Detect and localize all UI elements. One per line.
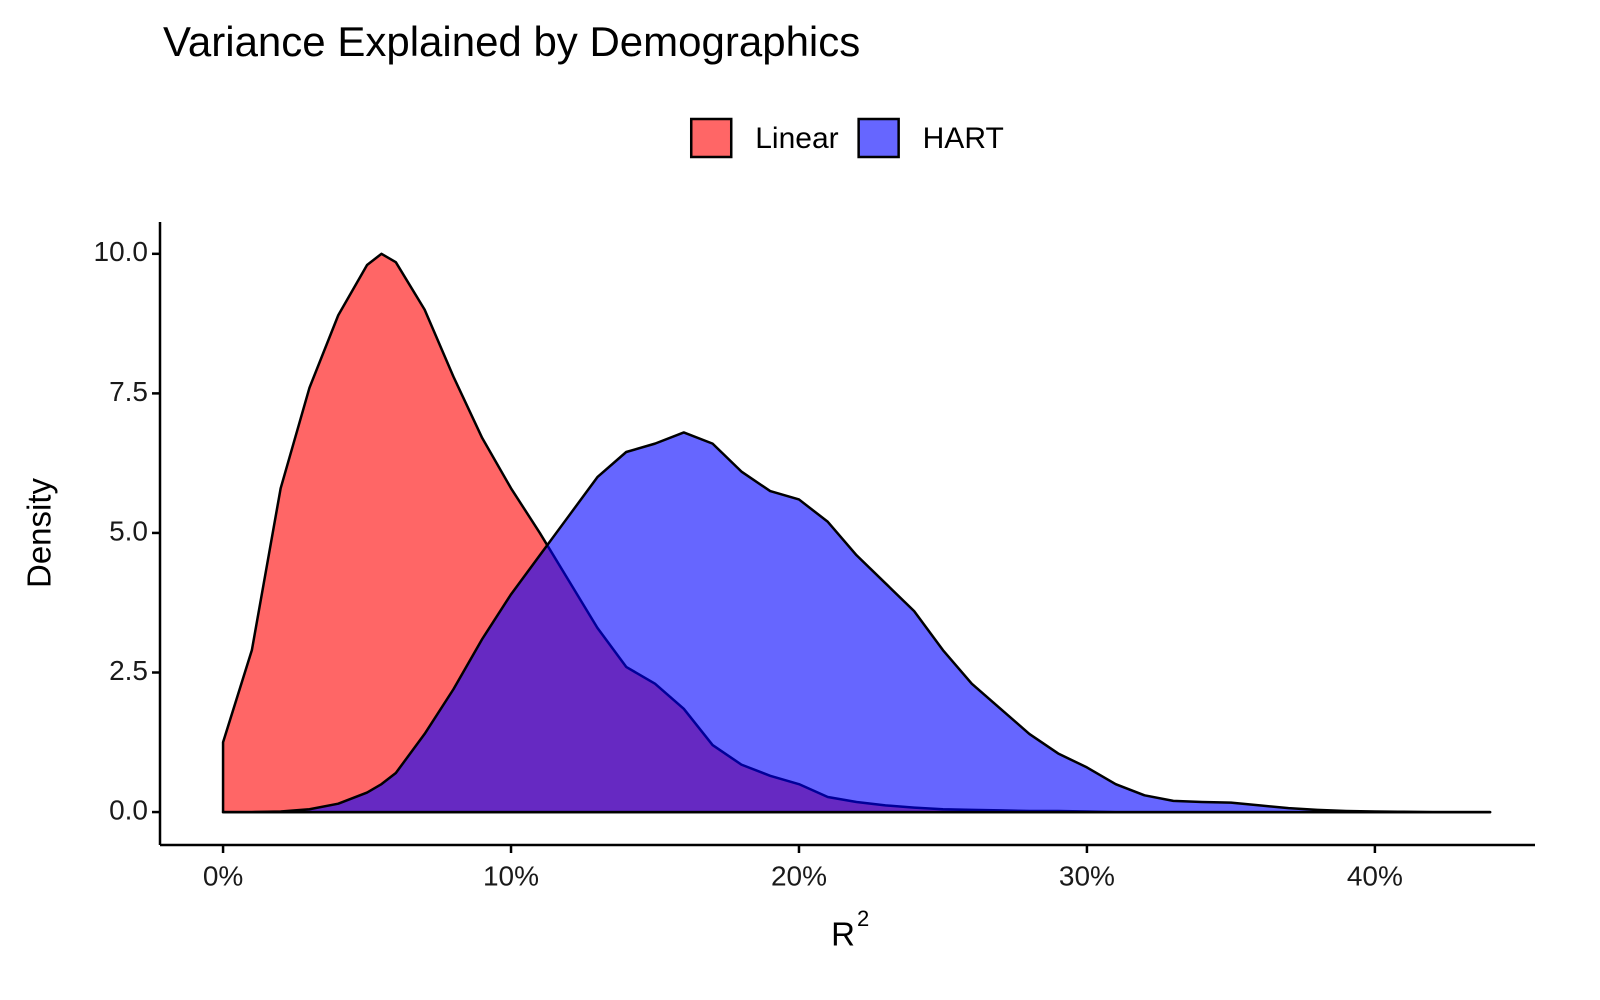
y-tick-label: 10.0 [94, 236, 149, 267]
x-tick-label: 40% [1347, 860, 1403, 891]
y-axis-label: Density [21, 477, 58, 588]
x-tick-label: 0% [203, 860, 243, 891]
legend-label: Linear [755, 122, 838, 155]
legend-swatch [689, 117, 733, 159]
density-area [221, 431, 1492, 814]
x-axis-label-superscript: 2 [857, 906, 869, 931]
y-tick-label: 2.5 [109, 655, 148, 686]
y-tick-label: 0.0 [109, 794, 148, 825]
chart-title: Variance Explained by Demographics [163, 18, 860, 65]
legend-swatch [857, 117, 900, 159]
x-tick-label: 20% [771, 860, 827, 891]
legend-label: HART [923, 122, 1004, 155]
x-tick-label: 30% [1059, 860, 1115, 891]
y-tick-label: 5.0 [109, 515, 148, 546]
x-axis-label: R [831, 916, 855, 953]
y-tick-label: 7.5 [109, 376, 148, 407]
x-tick-label: 10% [483, 860, 539, 891]
